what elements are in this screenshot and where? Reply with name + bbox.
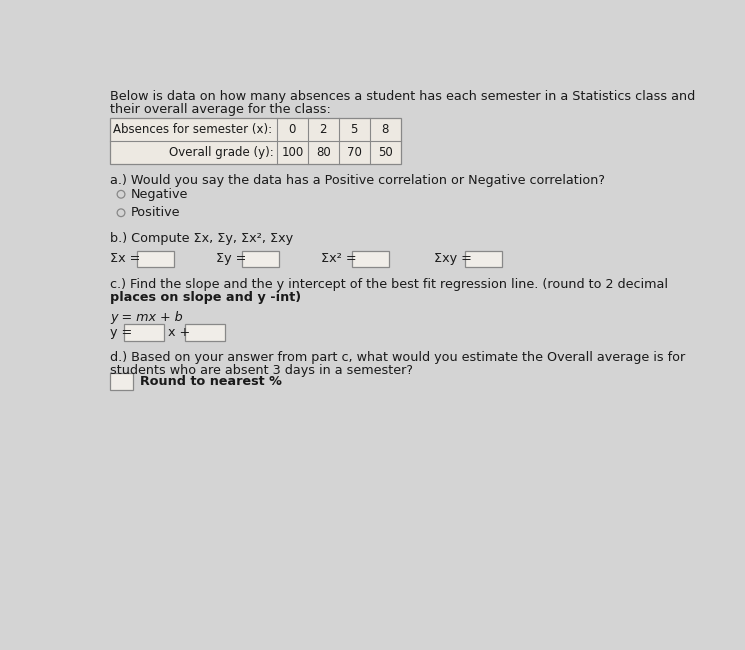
Text: 5: 5: [351, 123, 358, 136]
Bar: [185, 324, 225, 341]
Bar: [242, 252, 279, 266]
Text: 2: 2: [320, 123, 327, 136]
Text: 8: 8: [381, 123, 389, 136]
Bar: [136, 252, 174, 266]
Bar: [110, 373, 133, 390]
Text: 50: 50: [378, 146, 393, 159]
Text: Σxy =: Σxy =: [434, 252, 472, 265]
Text: Negative: Negative: [130, 188, 188, 201]
Text: students who are absent 3 days in a semester?: students who are absent 3 days in a seme…: [110, 365, 413, 378]
Text: Overall grade (y):: Overall grade (y):: [169, 146, 273, 159]
Text: 70: 70: [347, 146, 362, 159]
Text: x +: x +: [168, 326, 191, 339]
Bar: [465, 252, 502, 266]
Bar: [352, 252, 389, 266]
Text: Round to nearest %: Round to nearest %: [139, 375, 282, 388]
Text: 80: 80: [316, 146, 331, 159]
Text: 0: 0: [288, 123, 296, 136]
Text: Σy =: Σy =: [215, 252, 246, 265]
Text: b.) Compute Σx, Σy, Σx², Σxy: b.) Compute Σx, Σy, Σx², Σxy: [110, 232, 294, 245]
Text: c.) Find the slope and the y intercept of the best fit regression line. (round t: c.) Find the slope and the y intercept o…: [110, 278, 668, 291]
Text: Positive: Positive: [130, 206, 180, 219]
Bar: [124, 324, 165, 341]
Text: places on slope and y -int): places on slope and y -int): [110, 291, 301, 304]
Text: y =: y =: [110, 326, 133, 339]
Text: their overall average for the class:: their overall average for the class:: [110, 103, 331, 116]
Text: y = mx + b: y = mx + b: [110, 311, 183, 324]
Text: Σx² =: Σx² =: [321, 252, 357, 265]
Text: Absences for semester (x):: Absences for semester (x):: [113, 123, 273, 136]
Text: Below is data on how many absences a student has each semester in a Statistics c: Below is data on how many absences a stu…: [110, 90, 695, 103]
Bar: [110, 118, 401, 164]
Text: a.) Would you say the data has a Positive correlation or Negative correlation?: a.) Would you say the data has a Positiv…: [110, 174, 605, 187]
Text: 100: 100: [281, 146, 303, 159]
Text: d.) Based on your answer from part c, what would you estimate the Overall averag: d.) Based on your answer from part c, wh…: [110, 352, 685, 365]
Text: Σx =: Σx =: [110, 252, 141, 265]
